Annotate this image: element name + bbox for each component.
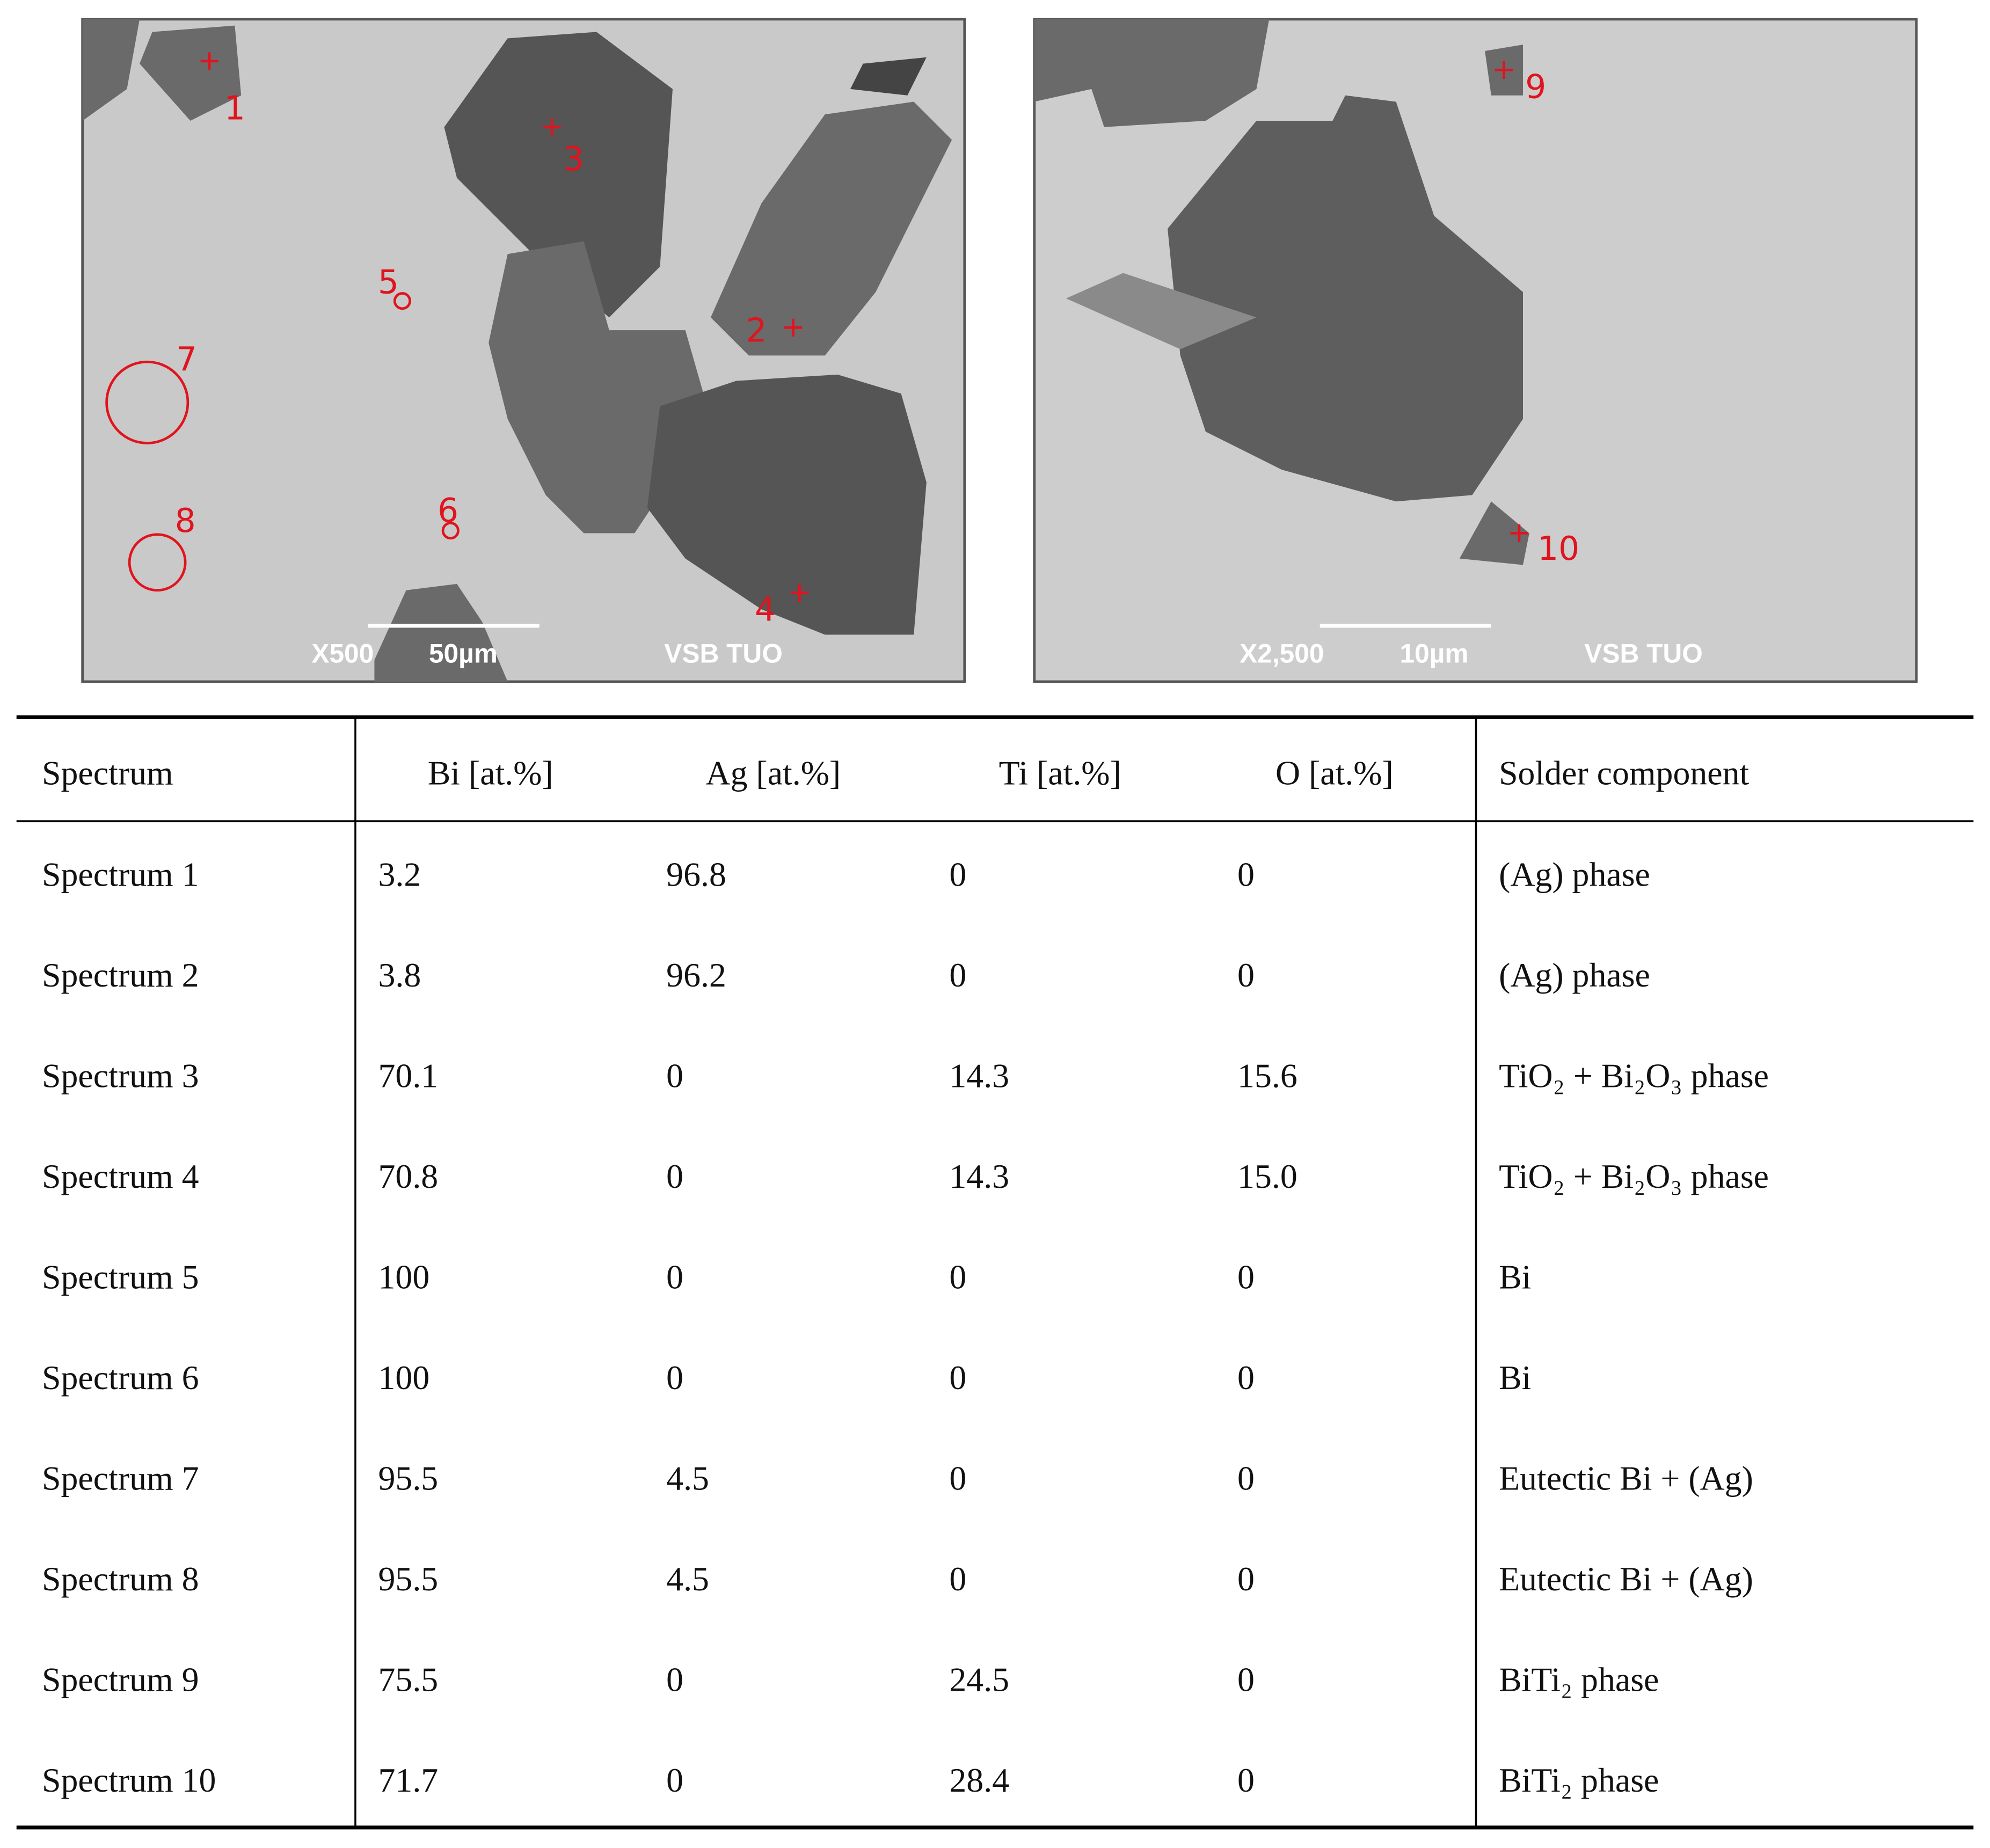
marker-label: 10 — [1537, 530, 1579, 568]
table-cell: 0 — [1237, 1560, 1255, 1598]
table-cell: Spectrum 7 — [42, 1459, 199, 1497]
sem-image-left — [81, 18, 966, 683]
table-cell: 0 — [949, 1258, 966, 1296]
marker-cross — [200, 52, 218, 70]
header-cell: Spectrum — [42, 754, 173, 792]
table-cell: 24.5 — [949, 1660, 1009, 1698]
marker-label: 3 — [563, 140, 584, 178]
table-cell: 95.5 — [378, 1560, 439, 1598]
table-cell: Spectrum 9 — [42, 1660, 199, 1698]
table-cell: Spectrum 4 — [42, 1157, 199, 1195]
marker-circle — [393, 292, 411, 310]
sem-image-right — [1033, 18, 1918, 683]
marker-circle — [105, 360, 189, 444]
table-cell: Eutectic Bi + (Ag) — [1499, 1459, 1753, 1497]
table-cell: 70.8 — [378, 1157, 439, 1195]
table-cell: 0 — [949, 856, 966, 894]
marker-label: 5 — [378, 264, 399, 302]
table-cell: 75.5 — [378, 1660, 439, 1698]
header-cell: Solder component — [1499, 754, 1749, 792]
table-cell: 0 — [1237, 1761, 1255, 1799]
table-cell: 14.3 — [949, 1157, 1009, 1195]
table-cell: 0 — [666, 1157, 683, 1195]
table-cell: (Ag) phase — [1499, 856, 1650, 894]
marker-label: 6 — [438, 492, 458, 530]
magnification: X2,500 — [1240, 638, 1324, 668]
table-cell: Spectrum 2 — [42, 956, 199, 994]
table-cell: 96.2 — [666, 956, 726, 994]
table-cell: 0 — [1237, 1660, 1255, 1698]
marker-cross — [790, 583, 808, 602]
scale-label: 50µm — [429, 638, 498, 668]
table-cell: 4.5 — [666, 1459, 709, 1497]
table-cell: 70.1 — [378, 1057, 439, 1095]
table-cell: 95.5 — [378, 1459, 439, 1497]
marker-cross — [1510, 524, 1528, 542]
table-cell: 100 — [378, 1358, 430, 1397]
marker-label: 4 — [755, 590, 776, 629]
table-cell: Spectrum 10 — [42, 1761, 216, 1799]
table-cell: 0 — [666, 1057, 683, 1095]
table-cell: Spectrum 6 — [42, 1358, 199, 1397]
table-cell: 3.2 — [378, 856, 421, 894]
table-cell: Spectrum 3 — [42, 1057, 199, 1095]
table-cell: 0 — [1237, 856, 1255, 894]
magnification: X500 — [311, 638, 374, 668]
table-cell: 15.0 — [1237, 1157, 1297, 1195]
marker-label: 1 — [224, 90, 245, 128]
table-cell: 14.3 — [949, 1057, 1009, 1095]
table-cell: Bi — [1499, 1258, 1531, 1296]
table-cell: 0 — [949, 1459, 966, 1497]
table-cell: 71.7 — [378, 1761, 439, 1799]
table-cell: 0 — [949, 1560, 966, 1598]
table-cell: 28.4 — [949, 1761, 1009, 1799]
table-cell: 0 — [1237, 956, 1255, 994]
table-cell: 15.6 — [1237, 1057, 1297, 1095]
table-cell: BiTi₂ phase — [1499, 1660, 1659, 1698]
table-cell: BiTi₂ phase — [1499, 1761, 1659, 1799]
table-cell: 0 — [666, 1660, 683, 1698]
table-cell: Bi — [1499, 1358, 1531, 1397]
table-cell: 4.5 — [666, 1560, 709, 1598]
marker-cross — [784, 318, 803, 337]
marker-circle — [128, 533, 187, 592]
table-cell: 0 — [1237, 1258, 1255, 1296]
table-cell: 0 — [1237, 1358, 1255, 1397]
lab-label: VSB TUO — [664, 638, 783, 668]
marker-label: 2 — [746, 311, 767, 349]
table-cell: TiO₂ + Bi₂O₃ phase — [1499, 1057, 1769, 1095]
header-cell: Ti [at.%] — [999, 754, 1121, 792]
table-cell: 0 — [666, 1358, 683, 1397]
table-cell: 0 — [949, 1358, 966, 1397]
marker-cross — [543, 118, 561, 136]
scale-label: 10µm — [1400, 638, 1469, 668]
marker-label: 7 — [176, 341, 197, 379]
table-cell: 0 — [666, 1258, 683, 1296]
table-cell: 0 — [666, 1761, 683, 1799]
marker-circle — [441, 522, 460, 540]
marker-cross — [1495, 61, 1513, 79]
table-cell: Eutectic Bi + (Ag) — [1499, 1560, 1753, 1598]
table-cell: 0 — [949, 956, 966, 994]
table-cell: 0 — [1237, 1459, 1255, 1497]
lab-label: VSB TUO — [1584, 638, 1703, 668]
table-cell: Spectrum 8 — [42, 1560, 199, 1598]
marker-label: 9 — [1525, 68, 1546, 106]
header-cell: O [at.%] — [1275, 754, 1394, 792]
header-cell: Ag [at.%] — [705, 754, 841, 792]
results-table — [16, 715, 1974, 1830]
table-cell: Spectrum 5 — [42, 1258, 199, 1296]
table-cell: Spectrum 1 — [42, 856, 199, 894]
table-cell: 3.8 — [378, 956, 421, 994]
table-cell: 96.8 — [666, 856, 726, 894]
table-cell: 100 — [378, 1258, 430, 1296]
table-cell: (Ag) phase — [1499, 956, 1650, 994]
table-cell: TiO₂ + Bi₂O₃ phase — [1499, 1157, 1769, 1195]
header-cell: Bi [at.%] — [428, 754, 553, 792]
marker-label: 8 — [175, 502, 196, 540]
